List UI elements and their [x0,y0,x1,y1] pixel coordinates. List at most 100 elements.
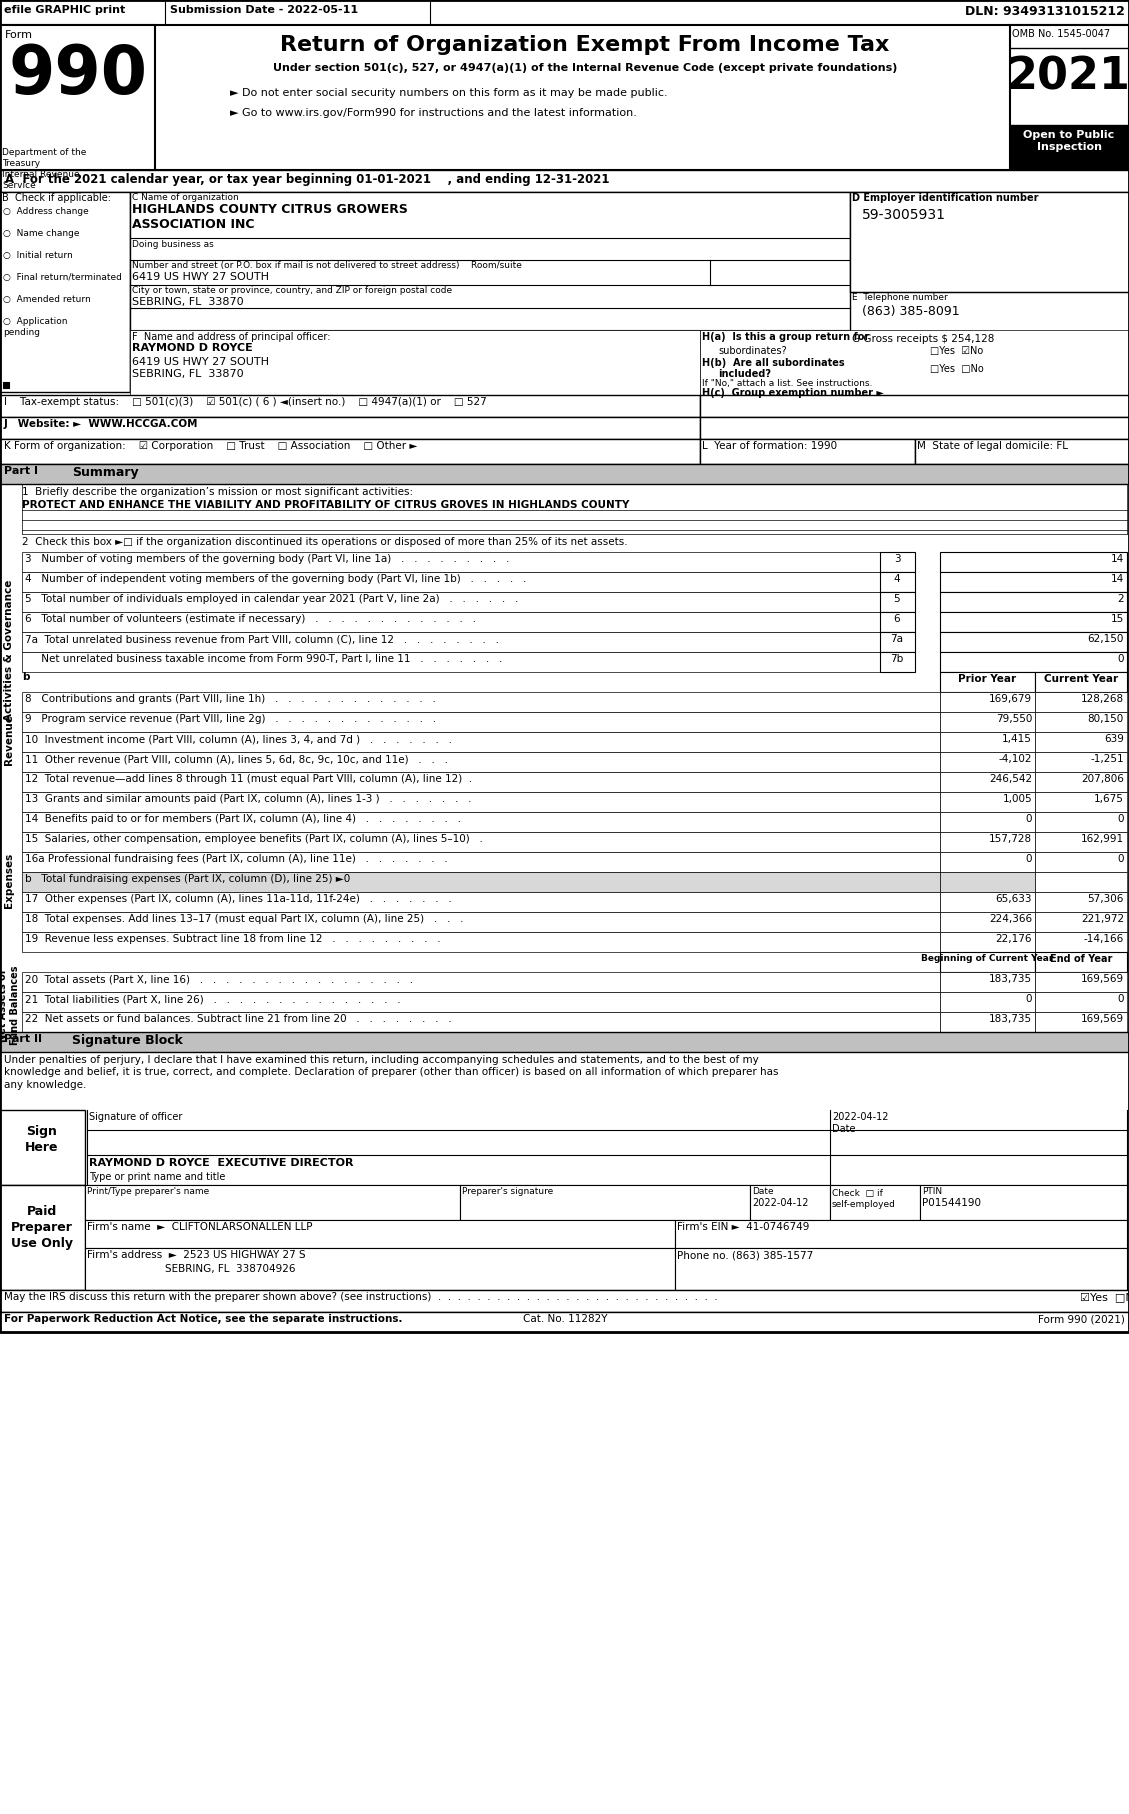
Bar [940,713,1035,733]
Text: 6419 US HWY 27 SOUTH: 6419 US HWY 27 SOUTH [132,272,269,281]
Bar [675,1248,1127,1290]
Bar [21,1012,940,1032]
Text: 3: 3 [894,553,900,564]
Bar [21,571,879,591]
Bar [1035,972,1127,992]
Text: 13  Grants and similar amounts paid (Part IX, column (A), lines 1-3 )   .   .   : 13 Grants and similar amounts paid (Part… [25,795,472,804]
Bar [21,753,940,773]
Bar [0,25,155,171]
Text: RAYMOND D ROYCE  EXECUTIVE DIRECTOR: RAYMOND D ROYCE EXECUTIVE DIRECTOR [89,1157,353,1168]
Bar [1035,713,1127,733]
Bar [879,571,914,591]
Text: 4: 4 [894,573,900,584]
Bar [460,1185,750,1221]
Bar [750,1185,830,1221]
Bar [940,551,1127,571]
Text: 639: 639 [1104,735,1124,744]
Bar [940,671,1035,691]
Text: Submission Date - 2022-05-11: Submission Date - 2022-05-11 [170,5,358,15]
Text: 6   Total number of volunteers (estimate if necessary)   .   .   .   .   .   .  : 6 Total number of volunteers (estimate i… [25,613,476,624]
Text: Preparer's signature: Preparer's signature [462,1186,553,1195]
Text: H(b)  Are all subordinates: H(b) Are all subordinates [702,357,844,368]
Text: ○  Amended return: ○ Amended return [3,296,90,305]
Bar [940,912,1035,932]
Text: L  Year of formation: 1990: L Year of formation: 1990 [702,441,837,452]
Bar [0,1290,1129,1312]
Bar [3,383,9,388]
Text: 0: 0 [1118,655,1124,664]
Bar [21,611,879,631]
Bar [914,439,1129,464]
Bar [1035,833,1127,853]
Text: 5   Total number of individuals employed in calendar year 2021 (Part V, line 2a): 5 Total number of individuals employed i… [25,593,518,604]
Text: RAYMOND D ROYCE: RAYMOND D ROYCE [132,343,253,354]
Text: 9   Program service revenue (Part VIII, line 2g)   .   .   .   .   .   .   .   .: 9 Program service revenue (Part VIII, li… [25,715,436,724]
Text: Current Year: Current Year [1044,675,1118,684]
Text: Under penalties of perjury, I declare that I have examined this return, includin: Under penalties of perjury, I declare th… [5,1056,779,1090]
Text: 1,675: 1,675 [1094,795,1124,804]
Bar [21,992,940,1012]
Bar [21,733,940,753]
Text: 21  Total liabilities (Part X, line 26)   .   .   .   .   .   .   .   .   .   . : 21 Total liabilities (Part X, line 26) .… [25,994,401,1003]
Bar [940,691,1035,713]
Bar [0,25,1129,171]
Text: 6419 US HWY 27 SOUTH: 6419 US HWY 27 SOUTH [132,357,269,366]
Bar [21,691,940,713]
Text: 62,150: 62,150 [1087,635,1124,644]
Text: End of Year: End of Year [1050,954,1112,963]
Bar [0,171,1129,192]
Bar [879,611,914,631]
Text: 8   Contributions and grants (Part VIII, line 1h)   .   .   .   .   .   .   .   : 8 Contributions and grants (Part VIII, l… [25,695,436,704]
Bar [940,992,1035,1012]
Text: Open to Public
Inspection: Open to Public Inspection [1023,131,1114,152]
Text: -4,102: -4,102 [998,755,1032,764]
Text: Expenses: Expenses [5,853,14,907]
Text: ► Go to www.irs.gov/Form990 for instructions and the latest information.: ► Go to www.irs.gov/Form990 for instruct… [230,109,637,118]
Text: Firm's EIN ►  41-0746749: Firm's EIN ► 41-0746749 [677,1223,809,1232]
Text: 7b: 7b [891,655,903,664]
Text: 11  Other revenue (Part VIII, column (A), lines 5, 6d, 8c, 9c, 10c, and 11e)   .: 11 Other revenue (Part VIII, column (A),… [25,755,448,764]
Bar [0,395,700,417]
Text: ► Do not enter social security numbers on this form as it may be made public.: ► Do not enter social security numbers o… [230,89,667,98]
Text: Print/Type preparer's name: Print/Type preparer's name [87,1186,209,1195]
Text: H(c)  Group exemption number ►: H(c) Group exemption number ► [702,388,884,397]
Text: 12  Total revenue—add lines 8 through 11 (must equal Part VIII, column (A), line: 12 Total revenue—add lines 8 through 11 … [25,775,472,784]
Text: 17  Other expenses (Part IX, column (A), lines 11a-11d, 11f-24e)   .   .   .   .: 17 Other expenses (Part IX, column (A), … [25,894,452,903]
Text: 2022-04-12: 2022-04-12 [832,1112,889,1123]
Text: efile GRAPHIC print: efile GRAPHIC print [5,5,125,15]
Text: Number and street (or P.O. box if mail is not delivered to street address)    Ro: Number and street (or P.O. box if mail i… [132,261,522,270]
Bar [1010,125,1129,171]
Text: 7a: 7a [891,635,903,644]
Bar [879,551,914,571]
Text: 157,728: 157,728 [989,834,1032,844]
Text: Net Assets or
Fund Balances: Net Assets or Fund Balances [0,965,20,1045]
Bar [940,1012,1035,1032]
Bar [940,932,1035,952]
Bar [1035,793,1127,813]
Bar [940,833,1035,853]
Bar [1035,892,1127,912]
Bar [21,631,879,651]
Bar [675,1221,1127,1248]
Text: 3   Number of voting members of the governing body (Part VI, line 1a)   .   .   : 3 Number of voting members of the govern… [25,553,509,564]
Text: 15  Salaries, other compensation, employee benefits (Part IX, column (A), lines : 15 Salaries, other compensation, employe… [25,834,483,844]
Bar [0,0,1129,25]
Text: G Gross receipts $ 254,128: G Gross receipts $ 254,128 [852,334,995,345]
Text: Return of Organization Exempt From Income Tax: Return of Organization Exempt From Incom… [280,34,890,54]
Bar [830,1185,920,1221]
Text: 79,550: 79,550 [996,715,1032,724]
Text: 59-3005931: 59-3005931 [863,209,946,221]
Bar [920,1185,1127,1221]
Text: ○  Name change: ○ Name change [3,229,79,238]
Text: F  Name and address of principal officer:: F Name and address of principal officer: [132,332,331,343]
Text: For Paperwork Reduction Act Notice, see the separate instructions.: For Paperwork Reduction Act Notice, see … [5,1313,403,1324]
Bar [1035,1012,1127,1032]
Text: Sign
Here: Sign Here [25,1125,59,1154]
Text: B  Check if applicable:: B Check if applicable: [2,192,111,203]
Text: 19  Revenue less expenses. Subtract line 18 from line 12   .   .   .   .   .   .: 19 Revenue less expenses. Subtract line … [25,934,440,943]
Text: 10  Investment income (Part VIII, column (A), lines 3, 4, and 7d )   .   .   .  : 10 Investment income (Part VIII, column … [25,735,452,744]
Bar [940,611,1127,631]
Text: A  For the 2021 calendar year, or tax year beginning 01-01-2021    , and ending : A For the 2021 calendar year, or tax yea… [5,172,610,187]
Text: Paid
Preparer
Use Only: Paid Preparer Use Only [11,1204,73,1250]
Text: -1,251: -1,251 [1091,755,1124,764]
